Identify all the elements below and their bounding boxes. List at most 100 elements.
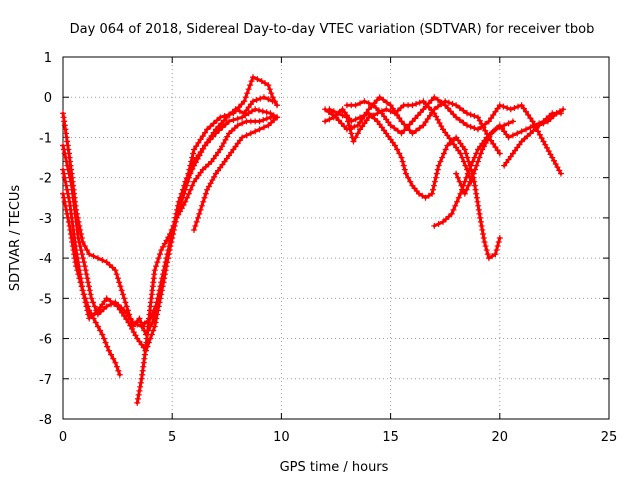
data-point — [380, 96, 387, 103]
data-point — [109, 264, 116, 271]
data-point — [498, 125, 505, 132]
data-point — [524, 133, 531, 140]
data-point — [481, 143, 488, 150]
data-point — [223, 155, 230, 162]
data-point — [168, 226, 175, 233]
data-point — [432, 174, 439, 181]
data-point — [430, 182, 437, 189]
data-point — [257, 95, 264, 102]
data-point — [420, 98, 427, 105]
data-point — [132, 332, 139, 339]
data-point — [514, 144, 521, 151]
data-point — [456, 117, 463, 124]
data-point — [460, 158, 467, 165]
data-point — [239, 120, 246, 127]
data-point — [496, 235, 503, 241]
data-point — [391, 110, 398, 117]
data-point — [354, 122, 361, 129]
data-point — [190, 150, 197, 157]
data-point — [230, 117, 237, 124]
data-point — [177, 208, 184, 215]
data-point — [556, 167, 563, 174]
data-point — [215, 149, 222, 156]
data-point — [399, 158, 406, 165]
data-point — [458, 182, 465, 189]
data-point — [373, 97, 380, 104]
data-point — [430, 186, 437, 193]
data-point — [416, 99, 423, 106]
data-point — [409, 118, 416, 125]
data-point — [406, 127, 413, 134]
data-point — [61, 150, 68, 157]
data-point — [90, 253, 97, 260]
data-point — [394, 107, 401, 114]
data-point — [225, 111, 232, 118]
y-tick-label: -1 — [39, 131, 52, 146]
data-point — [88, 311, 95, 318]
data-point — [341, 123, 348, 130]
data-point — [409, 130, 416, 137]
data-point — [422, 194, 429, 201]
data-point — [518, 128, 525, 135]
data-point — [413, 127, 420, 134]
data-point — [205, 183, 212, 190]
data-point — [134, 321, 141, 328]
data-point — [463, 150, 470, 157]
data-point — [452, 202, 459, 209]
data-point — [472, 166, 479, 173]
data-point — [398, 130, 405, 137]
data-point — [193, 218, 200, 225]
chart-title: Day 064 of 2018, Sidereal Day-to-day VTE… — [70, 22, 595, 37]
data-point — [201, 142, 208, 149]
data-point — [112, 359, 119, 366]
data-point — [378, 110, 385, 117]
data-point — [428, 97, 435, 104]
data-point — [137, 383, 144, 390]
data-point — [136, 338, 143, 345]
data-point — [97, 308, 104, 315]
data-point — [374, 118, 381, 125]
data-point — [335, 110, 342, 117]
data-point — [493, 247, 500, 254]
data-point — [129, 325, 136, 332]
data-point — [381, 127, 388, 134]
data-point — [180, 202, 187, 209]
data-point — [158, 247, 165, 254]
data-point — [424, 115, 431, 122]
data-point — [219, 124, 226, 131]
data-point — [81, 263, 88, 270]
data-point — [469, 158, 476, 165]
data-point — [106, 261, 113, 268]
data-point — [116, 371, 123, 378]
data-point — [225, 130, 232, 137]
data-point — [479, 226, 486, 233]
data-point — [457, 140, 464, 147]
data-point — [232, 143, 239, 150]
data-point — [345, 118, 352, 125]
data-point — [99, 257, 106, 264]
data-point — [476, 210, 483, 217]
data-point — [414, 112, 421, 119]
data-point — [243, 107, 250, 114]
data-point — [110, 300, 117, 307]
data-point — [60, 194, 67, 201]
data-point — [490, 127, 497, 134]
data-point — [530, 127, 537, 134]
data-point — [122, 299, 129, 306]
data-point — [92, 319, 99, 326]
data-point — [479, 146, 486, 153]
data-point — [415, 190, 422, 197]
data-point — [461, 146, 468, 153]
data-point — [523, 126, 530, 133]
data-point — [467, 123, 474, 130]
data-point — [207, 136, 214, 143]
data-point — [152, 319, 159, 326]
data-point — [560, 106, 567, 113]
data-point — [433, 113, 440, 120]
data-point — [387, 108, 394, 115]
data-point — [412, 115, 419, 122]
data-point — [113, 271, 120, 278]
data-point — [256, 126, 263, 133]
data-point — [407, 178, 414, 185]
data-point — [207, 123, 214, 130]
